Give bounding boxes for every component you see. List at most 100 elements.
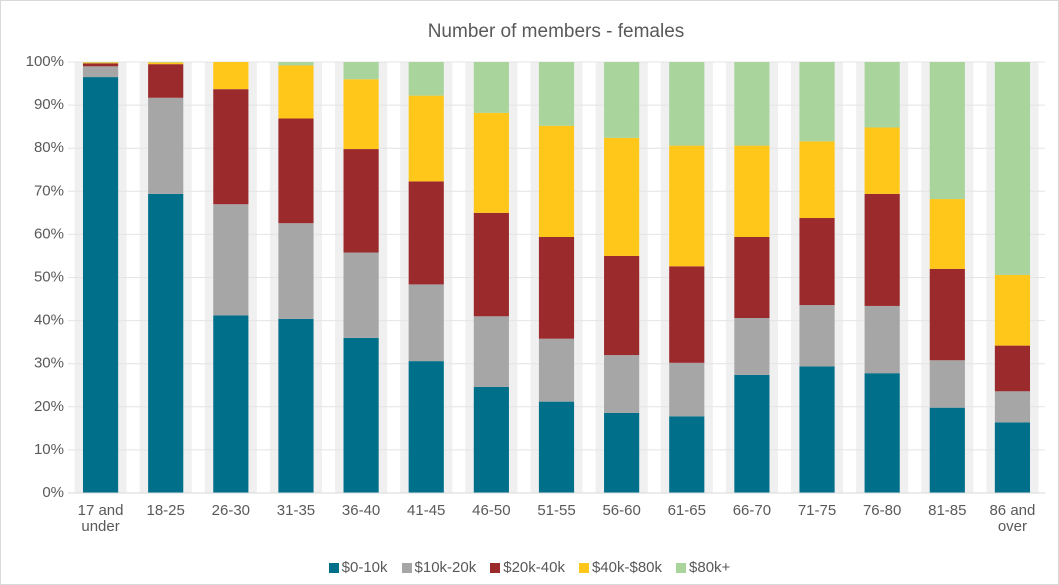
- bar-segment: [669, 416, 705, 493]
- y-tick-label: 70%: [34, 182, 64, 199]
- bar-segment: [864, 127, 900, 194]
- bar-segment: [994, 345, 1031, 392]
- bar-segment: [473, 62, 509, 113]
- legend-swatch: [676, 562, 687, 573]
- bar-segment: [278, 318, 314, 493]
- bar-segment: [669, 145, 705, 267]
- bar-segment: [538, 125, 575, 237]
- bar-segment: [669, 362, 705, 417]
- y-tick-label: 0%: [42, 484, 64, 501]
- legend-label: $10k-20k: [414, 559, 477, 576]
- bar-segment: [148, 97, 184, 194]
- x-tick-label: 71-75: [797, 502, 837, 519]
- bar-segment: [213, 315, 249, 493]
- bar-segment: [148, 62, 184, 65]
- bar-segment: [82, 62, 119, 64]
- bar-segment: [343, 337, 379, 493]
- bar-segment: [929, 268, 965, 361]
- legend-label: $0-10k: [341, 559, 388, 576]
- bar-segment: [734, 145, 770, 237]
- bar-segment: [929, 199, 965, 269]
- bar-segment: [669, 266, 705, 363]
- bar-segment: [278, 118, 314, 224]
- x-tick-label: 17 and under: [77, 502, 124, 535]
- bar-segment: [929, 360, 965, 408]
- bar-segment: [408, 95, 444, 182]
- y-tick-label: 90%: [34, 96, 64, 113]
- bar-segment: [994, 274, 1031, 346]
- legend-item: $10k-20k: [401, 559, 477, 576]
- bar-segment: [343, 252, 379, 338]
- bar-segment: [278, 65, 314, 119]
- bar-segment: [604, 255, 640, 356]
- y-tick-label: 80%: [34, 139, 64, 156]
- bar-segment: [929, 62, 965, 200]
- bar-segment: [799, 366, 835, 493]
- x-tick-label: 61-65: [667, 502, 706, 519]
- legend-swatch: [401, 562, 412, 573]
- bar-segment: [538, 401, 575, 493]
- bar-segment: [538, 236, 575, 339]
- legend-label: $20k-40k: [503, 559, 565, 576]
- bar-segment: [408, 284, 444, 362]
- legend: $0-10k $10k-20k $20k-40k $40k-$80k $80k+: [0, 559, 1059, 576]
- x-tick-label: 36-40: [341, 502, 381, 519]
- bar-segment: [408, 181, 444, 285]
- legend-swatch: [578, 562, 589, 573]
- x-tick-label: 26-30: [211, 502, 251, 519]
- y-tick-label: 60%: [34, 225, 64, 242]
- y-tick-label: 20%: [34, 398, 64, 415]
- legend-item: $40k-$80k: [578, 559, 663, 576]
- bar-segment: [799, 141, 835, 219]
- bar-segment: [799, 62, 835, 142]
- bar-segment: [343, 79, 379, 150]
- x-tick-label: 76-80: [862, 502, 902, 519]
- bar-segment: [408, 62, 444, 96]
- legend-label: $40k-$80k: [591, 559, 663, 576]
- bar-segment: [864, 305, 900, 374]
- x-tick-label: 56-60: [602, 502, 641, 519]
- bar-segment: [929, 407, 965, 493]
- chart-title: Number of members - females: [428, 21, 685, 42]
- bar-segment: [604, 62, 640, 138]
- x-tick-label: 41-45: [407, 502, 446, 519]
- x-tick-label: 46-50: [472, 502, 511, 519]
- legend-swatch: [490, 562, 501, 573]
- bar-segment: [343, 62, 379, 80]
- legend-swatch: [328, 562, 339, 573]
- bar-segment: [669, 62, 705, 146]
- bar-segment: [473, 212, 509, 317]
- bar-segment: [864, 373, 900, 493]
- legend-item: $0-10k: [328, 559, 388, 576]
- bar-segment: [82, 63, 119, 67]
- bar-segment: [473, 386, 509, 493]
- bar-segment: [538, 62, 575, 126]
- bar-segment: [799, 218, 835, 306]
- y-tick-label: 30%: [34, 355, 64, 372]
- x-tick-label: 86 and over: [989, 502, 1036, 535]
- bar-segment: [473, 316, 509, 387]
- y-tick-label: 40%: [34, 312, 64, 329]
- bar-segment: [994, 422, 1031, 493]
- bar-segment: [734, 318, 770, 375]
- legend-label: $80k+: [689, 559, 731, 576]
- bar-segment: [734, 236, 770, 319]
- x-tick-label: 66-70: [732, 502, 772, 519]
- bar-segment: [278, 62, 314, 66]
- bar-segment: [604, 355, 640, 413]
- x-tick-label: 51-55: [537, 502, 576, 519]
- bar-segment: [473, 112, 509, 213]
- bar-segment: [604, 137, 640, 256]
- bar-segment: [148, 193, 184, 494]
- y-tick-label: 10%: [34, 441, 64, 458]
- bar-segment: [343, 149, 379, 253]
- bar-segment: [82, 77, 119, 494]
- y-tick-label: 50%: [34, 268, 64, 285]
- bar-segment: [82, 66, 119, 78]
- bar-segment: [213, 62, 249, 90]
- bar-segment: [734, 374, 770, 493]
- bar-segment: [864, 193, 900, 306]
- x-tick-label: 31-35: [276, 502, 316, 519]
